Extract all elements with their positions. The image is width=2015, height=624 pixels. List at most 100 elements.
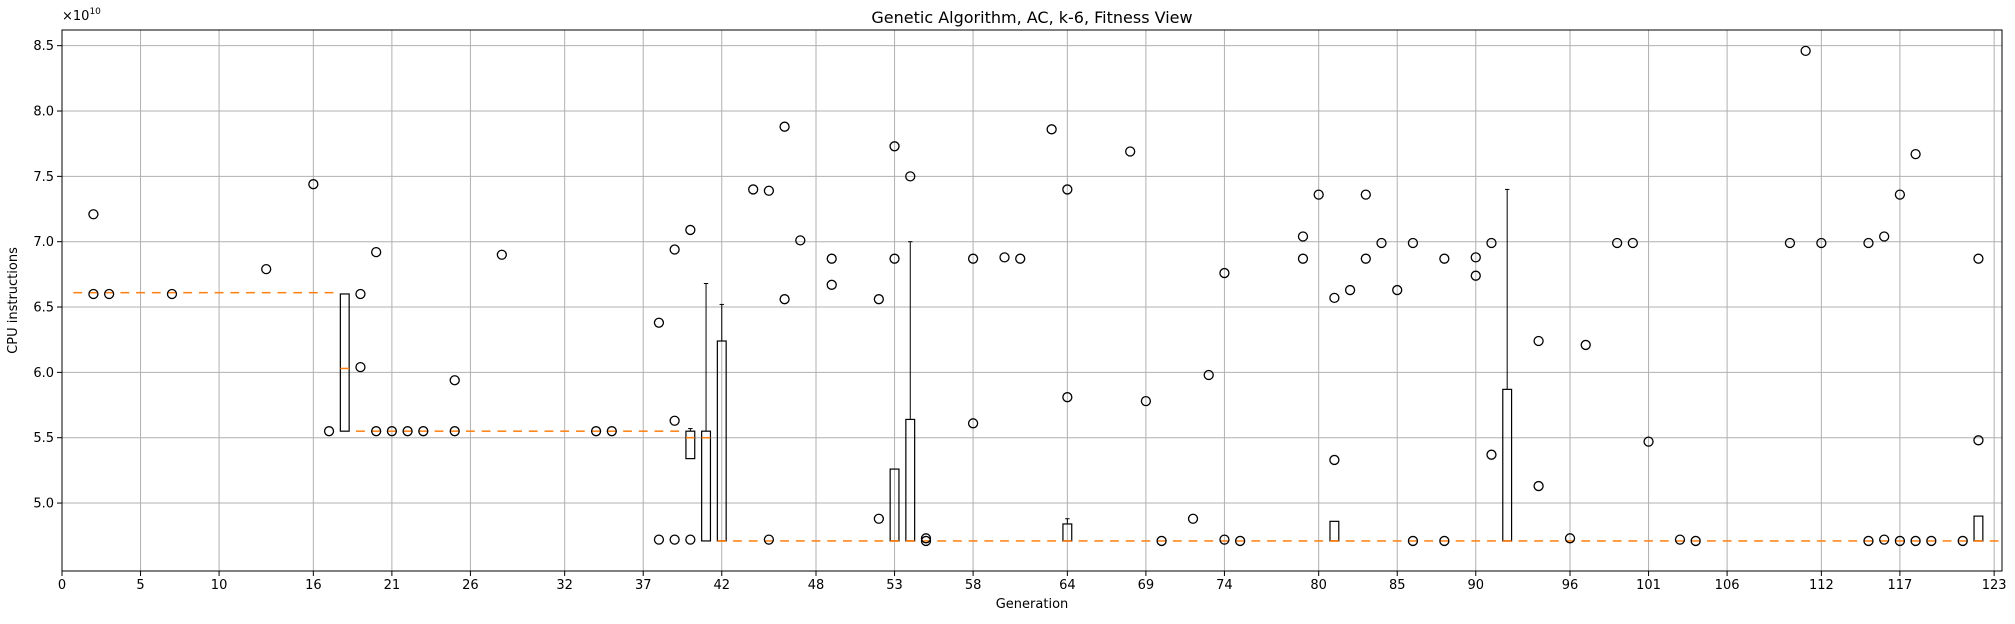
box [701, 430, 712, 542]
outlier-point [1344, 284, 1356, 296]
outlier-point [967, 418, 979, 429]
outlier-point [166, 288, 178, 300]
x-tick-label: 32 [556, 578, 573, 593]
outlier-point [1140, 395, 1152, 407]
outlier-point [1219, 534, 1230, 545]
outlier-point [496, 249, 507, 260]
x-tick-label: 64 [1059, 578, 1076, 593]
outlier-point [1926, 535, 1937, 547]
x-tick-label: 106 [1715, 578, 1740, 593]
outlier-point [261, 263, 272, 275]
outlier-point [1297, 231, 1309, 242]
x-tick-label: 37 [635, 578, 652, 593]
box [1502, 388, 1513, 542]
x-tick-label: 5 [136, 578, 144, 593]
outlier-point [1533, 335, 1544, 347]
outlier-point [873, 513, 884, 524]
y-axis-label: CPU instructions [6, 247, 21, 354]
outlier-point [1376, 237, 1387, 249]
x-tick-label: 101 [1636, 578, 1661, 593]
outlier-point [418, 426, 429, 437]
outlier-point [88, 209, 99, 220]
y-tick-label: 5.0 [33, 497, 54, 512]
x-tick-label: 74 [1216, 578, 1233, 593]
x-axis-label: Generation [996, 597, 1069, 612]
outlier-point [920, 535, 932, 547]
outlier-point [371, 426, 382, 437]
outlier-point [748, 184, 759, 195]
outlier-point [795, 235, 806, 246]
x-tick-label: 69 [1138, 578, 1155, 593]
y-tick-label: 7.0 [33, 235, 54, 250]
y-tick-label: 6.0 [33, 366, 54, 381]
outlier-point [1234, 535, 1246, 547]
y-multiplier-base: ×10 [62, 9, 89, 24]
outlier-point [889, 253, 900, 264]
outlier-point [826, 279, 837, 290]
boxes [339, 188, 1984, 542]
outlier-point [1894, 535, 1906, 547]
outlier-point [1486, 449, 1497, 460]
outlier-point [88, 288, 99, 300]
y-axis-multiplier: ×1010 [62, 7, 101, 24]
outlier-point [1643, 436, 1654, 447]
outlier-point [685, 534, 696, 545]
x-tick-label: 85 [1389, 578, 1406, 593]
outlier-point [1879, 534, 1890, 545]
outlier-point [653, 317, 665, 328]
outlier-point [1156, 535, 1167, 547]
outlier-point [1187, 513, 1199, 524]
outlier-point [1407, 535, 1419, 547]
outlier-point [873, 294, 884, 305]
outlier-point [826, 253, 837, 264]
x-tick-label: 10 [211, 578, 228, 593]
outlier-point [449, 426, 460, 437]
outlier-point [920, 533, 932, 544]
outlier-point [1407, 237, 1419, 249]
outlier-point [779, 121, 790, 132]
outlier-point [1313, 189, 1324, 200]
outlier-point [1470, 252, 1481, 263]
outlier-point [1439, 535, 1450, 547]
x-tick-label: 90 [1467, 578, 1484, 593]
outlier-point [1470, 270, 1481, 281]
y-tick-label: 7.5 [33, 170, 54, 185]
y-multiplier-exponent: 10 [89, 7, 101, 17]
box [685, 430, 696, 460]
outlier-point [669, 415, 680, 426]
x-tick-label: 16 [305, 578, 322, 593]
outlier-point [1894, 189, 1906, 200]
outlier-point [889, 141, 900, 152]
outlier-point [1973, 253, 1984, 264]
x-tick-label: 80 [1310, 578, 1327, 593]
y-tick-label: 6.5 [33, 301, 54, 316]
outlier-point [1863, 237, 1874, 249]
outlier-point [1203, 369, 1214, 381]
x-tick-label: 21 [384, 578, 401, 593]
outlier-point [1360, 253, 1371, 264]
x-tick-label: 96 [1562, 578, 1579, 593]
outlier-point [1674, 534, 1686, 545]
outlier-point [1486, 237, 1497, 249]
outlier-point [1784, 237, 1796, 249]
box [1329, 520, 1340, 542]
x-tick-label: 48 [808, 578, 825, 593]
outlier-point [1564, 533, 1576, 544]
box [339, 293, 350, 432]
outlier-point [103, 288, 115, 300]
outlier-point [1879, 231, 1890, 242]
grid [61, 30, 2002, 571]
x-tick-label: 53 [886, 578, 903, 593]
outlier-point [1910, 148, 1921, 160]
outlier-point [606, 426, 617, 437]
chart-title: Genetic Algorithm, AC, k-6, Fitness View [871, 8, 1192, 27]
outliers [88, 45, 1984, 547]
outlier-point [1392, 284, 1403, 296]
outlier-point [449, 375, 460, 386]
outlier-point [669, 534, 680, 545]
outlier-point [967, 253, 979, 264]
outlier-point [1329, 292, 1340, 304]
x-tick-label: 123 [1982, 578, 2007, 593]
outlier-point [669, 244, 680, 255]
outlier-point [763, 534, 775, 545]
